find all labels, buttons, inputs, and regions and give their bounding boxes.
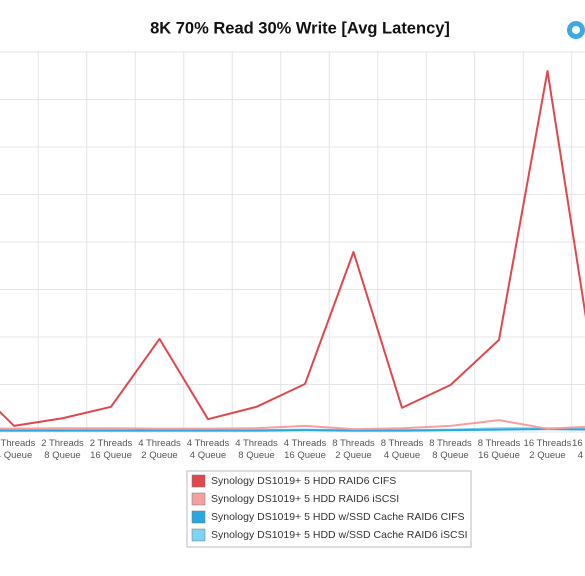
x-tick-label-line: 8 Queue xyxy=(44,450,80,461)
legend-swatch xyxy=(191,528,206,542)
x-tick-label-line: 4 Threads xyxy=(138,438,181,449)
x-tick-label: 4 Threads 2 Queue xyxy=(138,438,181,461)
x-tick-label-line: 4 Queue xyxy=(190,450,226,461)
legend-swatch xyxy=(191,474,206,488)
x-tick-label-line: 16 Queue xyxy=(90,450,132,461)
x-tick-label-line: 2 Queue xyxy=(529,450,565,461)
x-tick-label-line: 16 Threads xyxy=(572,438,585,449)
x-tick-label: 16 Threads 2 Queue xyxy=(524,438,572,461)
x-tick-label: 8 Threads 8 Queue xyxy=(429,438,472,461)
x-tick-label: 4 Threads 8 Queue xyxy=(235,438,278,461)
legend-swatch xyxy=(191,510,206,524)
x-tick-label: 4 Threads 4 Queue xyxy=(187,438,230,461)
x-tick-label-line: 16 Queue xyxy=(478,450,520,461)
x-tick-label-line: 8 Queue xyxy=(238,450,274,461)
legend-swatch xyxy=(191,492,206,506)
x-tick-label-line: 8 Threads xyxy=(429,438,472,449)
x-tick-label-line: 4 Threads xyxy=(284,438,327,449)
x-tick-label-line: 4 Threads xyxy=(187,438,230,449)
series-line xyxy=(0,419,585,431)
series-line xyxy=(0,428,585,432)
x-tick-label: 8 Threads 4 Queue xyxy=(381,438,424,461)
x-tick-label: 4 Threads 16 Queue xyxy=(284,438,327,461)
x-tick-label: 2 Threads 16 Queue xyxy=(90,438,133,461)
x-tick-label-line: 2 Threads xyxy=(90,438,133,449)
x-tick-label-line: 8 Threads xyxy=(478,438,521,449)
x-tick-label-line: 2 Threads xyxy=(0,438,36,449)
legend-box xyxy=(186,470,472,548)
x-tick-label-line: 4 Queue xyxy=(0,450,32,461)
x-tick-label-line: 4 Queue xyxy=(384,450,420,461)
x-tick-label-line: 8 Threads xyxy=(332,438,375,449)
legend-label: Synology DS1019+ 5 HDD RAID6 CIFS xyxy=(211,475,396,487)
x-tick-label-line: 8 Threads xyxy=(381,438,424,449)
x-tick-label: 2 Threads 8 Queue xyxy=(41,438,84,461)
x-tick-label: 8 Threads 16 Queue xyxy=(478,438,521,461)
x-tick-label-line: 8 Queue xyxy=(432,450,468,461)
x-tick-label-line: 2 Threads xyxy=(41,438,84,449)
chart-title: 8K 70% Read 30% Write [Avg Latency] xyxy=(150,19,450,37)
x-tick-label-line: 16 Threads xyxy=(524,438,572,449)
share-icon[interactable] xyxy=(567,21,585,39)
legend-label: Synology DS1019+ 5 HDD w/SSD Cache RAID6… xyxy=(211,511,465,523)
x-tick-label: 8 Threads 2 Queue xyxy=(332,438,375,461)
x-tick-label-line: 4 Queue xyxy=(578,450,585,461)
x-tick-label-line: 2 Queue xyxy=(335,450,371,461)
legend-label: Synology DS1019+ 5 HDD w/SSD Cache RAID6… xyxy=(211,529,468,541)
x-tick-label-line: 16 Queue xyxy=(284,450,326,461)
legend-label: Synology DS1019+ 5 HDD RAID6 iSCSI xyxy=(211,493,399,505)
series-line xyxy=(0,70,585,427)
x-tick-label-line: 4 Threads xyxy=(235,438,278,449)
x-tick-label-line: 2 Queue xyxy=(141,450,177,461)
